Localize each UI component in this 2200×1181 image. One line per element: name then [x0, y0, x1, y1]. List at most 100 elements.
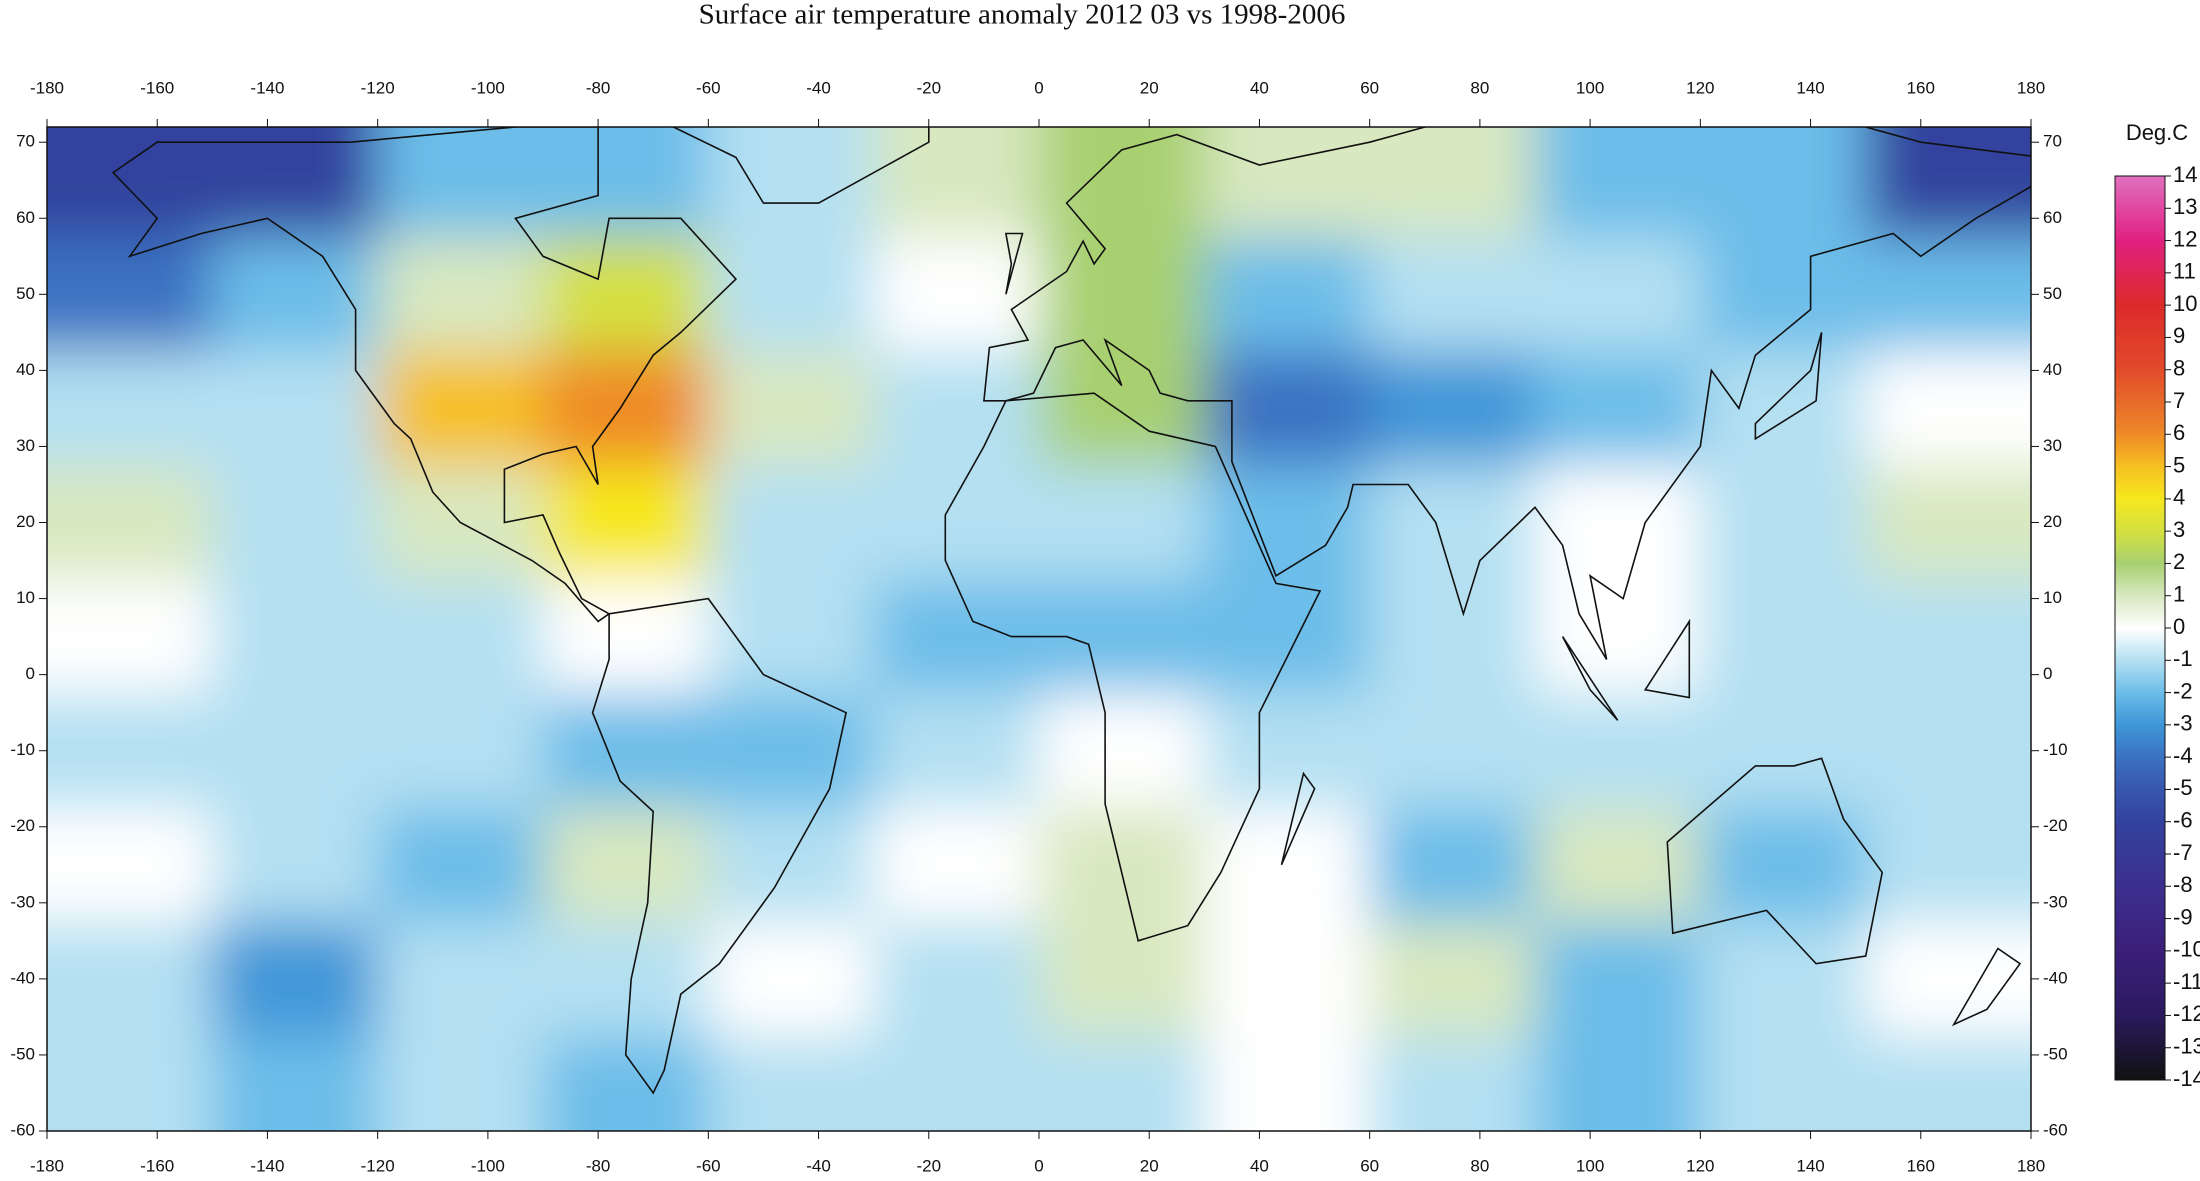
y-tick-label: -20 — [2043, 816, 2068, 835]
anomaly-cell — [1865, 127, 2031, 238]
anomaly-cell — [1535, 579, 1701, 694]
anomaly-cell — [1369, 351, 1535, 466]
coastline — [1561, 636, 1619, 721]
anomaly-cell — [1204, 1035, 1370, 1131]
anomaly-cell — [543, 1035, 709, 1131]
anomaly-cell — [1700, 579, 1866, 694]
anomaly-cell — [1039, 921, 1205, 1036]
colorbar-tick-label: 4 — [2173, 485, 2185, 510]
chart-title: Surface air temperature anomaly 2012 03 … — [699, 0, 1346, 31]
anomaly-cell — [1535, 351, 1701, 466]
anomaly-cell — [1535, 1035, 1701, 1131]
coastlines — [111, 127, 2031, 1095]
colorbar-tick-label: -2 — [2173, 678, 2193, 703]
anomaly-cell — [1369, 1035, 1535, 1131]
anomaly-cell — [212, 1035, 378, 1131]
anomaly-cell — [1865, 351, 2031, 466]
y-tick-label: -60 — [10, 1120, 35, 1139]
anomaly-cell — [1039, 351, 1205, 466]
y-tick-label: -30 — [2043, 892, 2068, 911]
coastline — [591, 597, 848, 1095]
colorbar-tick-label: -11 — [2173, 969, 2200, 994]
y-tick-label: -50 — [10, 1044, 35, 1063]
anomaly-cell — [1700, 807, 1866, 922]
anomaly-cell — [1535, 237, 1701, 352]
anomaly-cell — [1700, 693, 1866, 808]
x-tick-label: 60 — [1360, 1156, 1379, 1175]
anomaly-cell — [47, 579, 213, 694]
x-tick-label: 0 — [1034, 1156, 1043, 1175]
anomaly-cell — [1039, 693, 1205, 808]
x-tick-label: 140 — [1796, 78, 1824, 97]
anomaly-cell — [1535, 465, 1701, 580]
anomaly-cell — [1204, 807, 1370, 922]
anomaly-cell — [377, 1035, 543, 1131]
anomaly-cell — [543, 921, 709, 1036]
x-tick-label: -20 — [916, 78, 941, 97]
colorbar-tick-label: -9 — [2173, 904, 2193, 929]
anomaly-cell — [377, 921, 543, 1036]
anomaly-cell — [543, 351, 709, 466]
x-tick-label: -180 — [30, 78, 64, 97]
x-tick-label: 40 — [1250, 78, 1269, 97]
x-tick-label: 100 — [1576, 78, 1604, 97]
anomaly-cell — [1700, 351, 1866, 466]
anomaly-cell — [1865, 237, 2031, 352]
y-tick-label: 60 — [2043, 208, 2062, 227]
colorbar-tick-label: -3 — [2173, 711, 2193, 736]
anomaly-cell — [1865, 807, 2031, 922]
x-tick-label: -20 — [916, 1156, 941, 1175]
colorbar-tick-label: -12 — [2173, 1001, 2200, 1026]
x-tick-label: -40 — [806, 78, 831, 97]
anomaly-cell — [1535, 921, 1701, 1036]
x-tick-label: -100 — [471, 78, 505, 97]
anomaly-cell — [708, 127, 874, 238]
anomaly-cell — [47, 807, 213, 922]
field — [47, 127, 2031, 1131]
colorbar-tick-label: 5 — [2173, 452, 2185, 477]
anomaly-cell — [1369, 921, 1535, 1036]
anomaly-cell — [377, 351, 543, 466]
anomaly-cell — [212, 465, 378, 580]
anomaly-cell — [47, 921, 213, 1036]
coastline — [944, 392, 1322, 942]
anomaly-cell — [708, 237, 874, 352]
colorbar-tick-label: -6 — [2173, 808, 2193, 833]
y-tick-label: -50 — [2043, 1044, 2068, 1063]
coastline — [111, 127, 738, 623]
colorbar-tick-label: -14 — [2173, 1066, 2200, 1091]
anomaly-cell — [873, 127, 1039, 238]
colorbar-tick-label: -5 — [2173, 775, 2193, 800]
anomaly-cell — [377, 693, 543, 808]
x-tick-label: -140 — [250, 78, 284, 97]
anomaly-cell — [1204, 237, 1370, 352]
y-tick-label: -10 — [2043, 740, 2068, 759]
anomaly-cell — [543, 237, 709, 352]
x-tick-label: -80 — [586, 78, 611, 97]
anomaly-cell — [212, 127, 378, 238]
x-tick-label: 140 — [1796, 1156, 1824, 1175]
anomaly-cell — [873, 351, 1039, 466]
anomaly-cell — [1039, 1035, 1205, 1131]
anomaly-cell — [1535, 127, 1701, 238]
anomaly-cell — [1865, 921, 2031, 1036]
colorbar-tick-label: -8 — [2173, 872, 2193, 897]
x-tick-label: -180 — [30, 1156, 64, 1175]
coastline — [1643, 618, 1691, 699]
anomaly-cell — [377, 127, 543, 238]
y-tick-label: 70 — [16, 132, 35, 151]
y-tick-label: 60 — [16, 208, 35, 227]
anomaly-cell — [543, 693, 709, 808]
x-tick-label: 0 — [1034, 78, 1043, 97]
anomaly-cell — [1369, 693, 1535, 808]
anomaly-cell — [1865, 579, 2031, 694]
anomaly-cell — [1204, 351, 1370, 466]
coastline — [1280, 771, 1316, 866]
y-tick-label: -30 — [10, 892, 35, 911]
x-tick-label: 180 — [2017, 78, 2045, 97]
y-tick-label: 30 — [2043, 436, 2062, 455]
anomaly-cell — [708, 579, 874, 694]
colorbar-tick-label: 12 — [2173, 226, 2197, 251]
y-tick-label: 20 — [16, 512, 35, 531]
